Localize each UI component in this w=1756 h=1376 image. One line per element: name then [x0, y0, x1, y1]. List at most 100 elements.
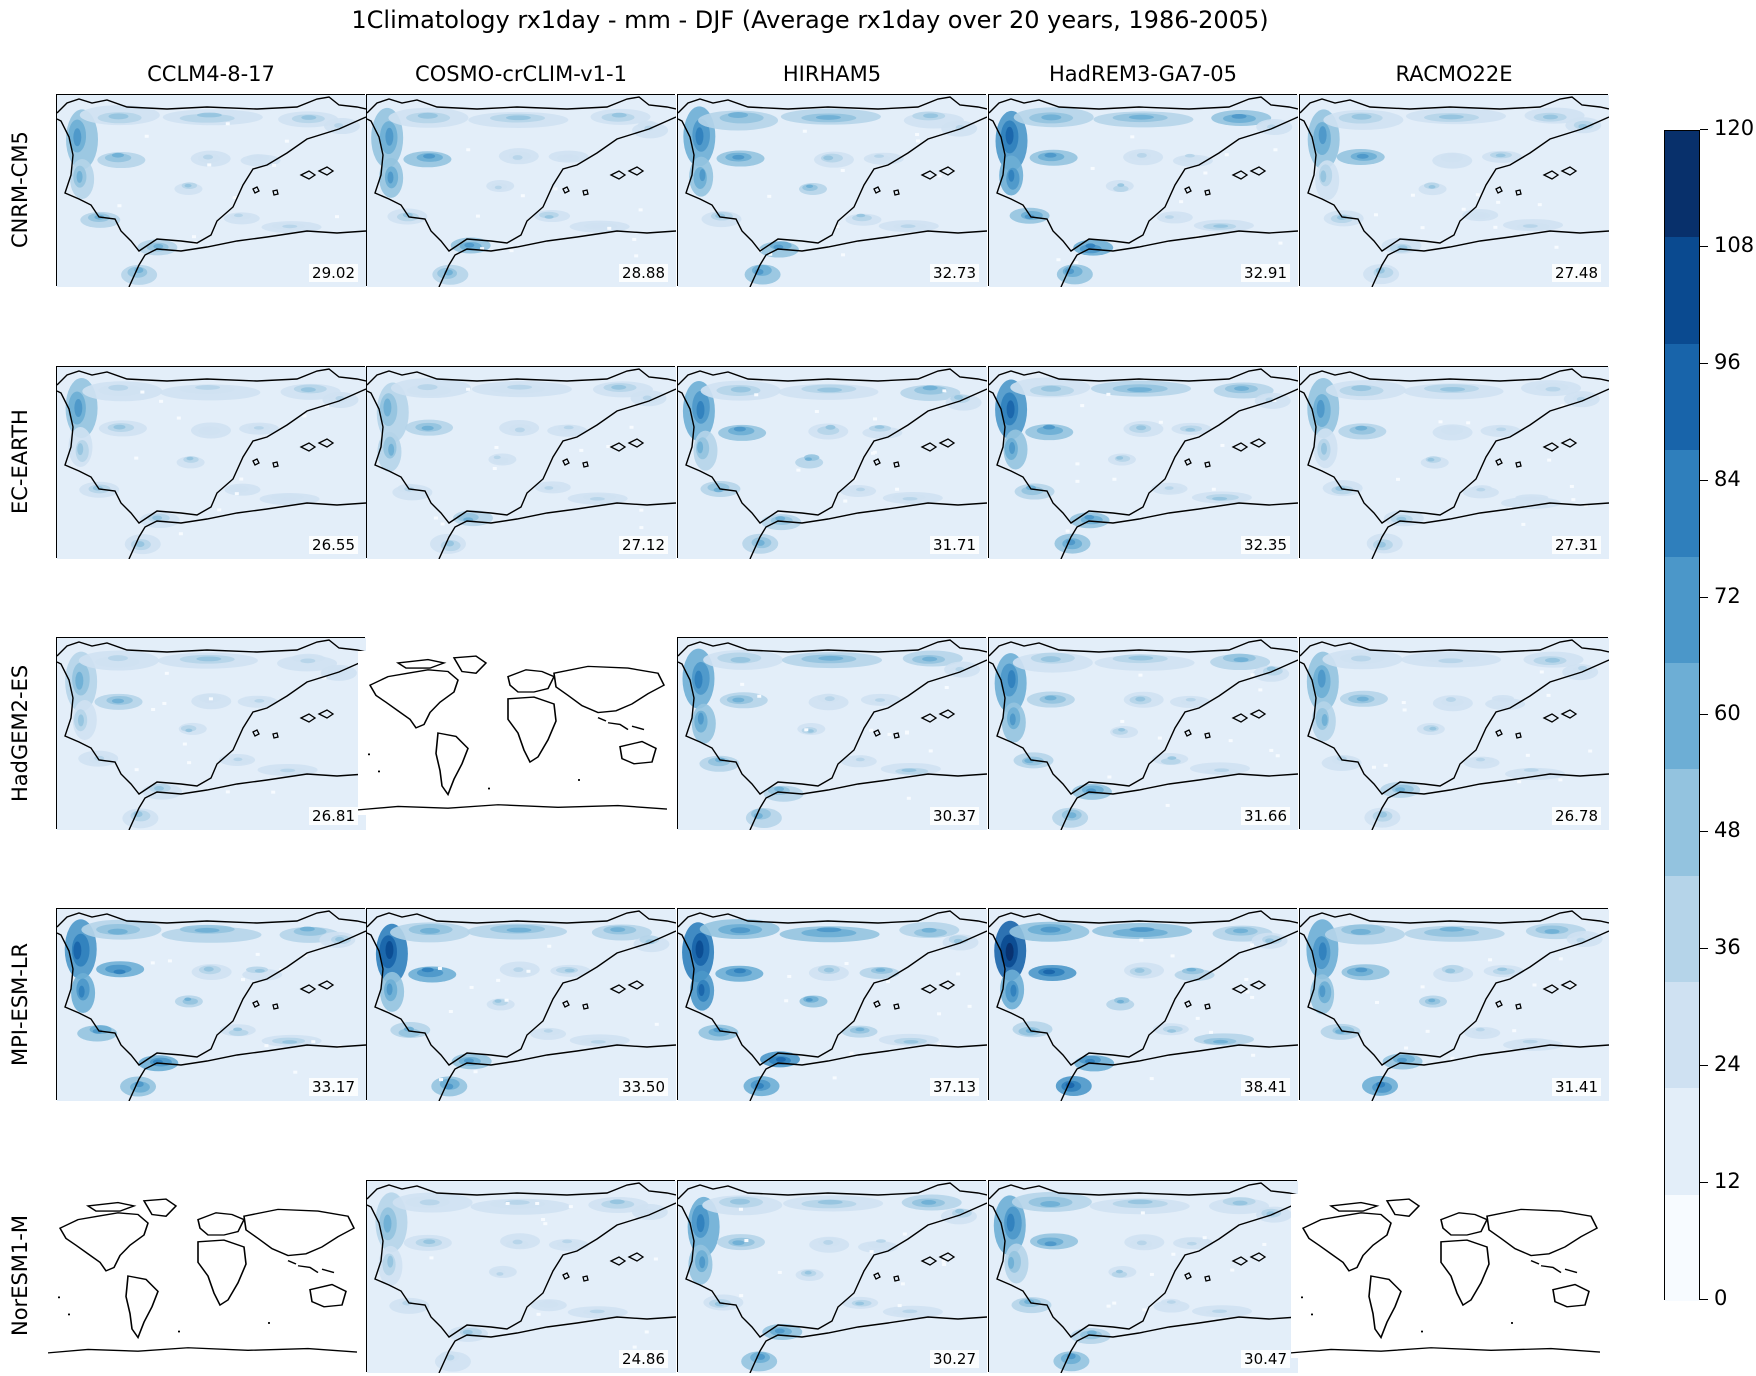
colorbar-tick-label: 108	[1714, 233, 1755, 257]
precipitation-map	[989, 95, 1298, 287]
panel-mean-value: 33.17	[309, 1078, 358, 1096]
colorbar-tick-label: 0	[1714, 1286, 1728, 1310]
regional-map-panel: 26.55	[56, 366, 366, 559]
regional-map-panel: 27.31	[1299, 366, 1609, 559]
panel-mean-value: 24.86	[619, 1350, 668, 1368]
panel-mean-value: 30.47	[1241, 1350, 1290, 1368]
panel-mean-value: 28.88	[619, 264, 668, 282]
column-label: RACMO22E	[1395, 62, 1513, 86]
panel-mean-value: 26.81	[309, 807, 358, 825]
regional-map-panel: 32.91	[988, 94, 1298, 287]
column-label: CCLM4-8-17	[147, 62, 275, 86]
regional-map-panel: 30.37	[677, 637, 987, 830]
regional-map-panel: 33.17	[56, 908, 366, 1101]
panel-mean-value: 26.78	[1552, 807, 1601, 825]
precipitation-map	[1300, 909, 1609, 1101]
precipitation-map	[367, 367, 676, 559]
panel-mean-value: 31.71	[930, 536, 979, 554]
panel-mean-value: 27.31	[1552, 536, 1601, 554]
regional-map-panel: 38.41	[988, 908, 1298, 1101]
colorbar-segment	[1665, 237, 1699, 345]
row-label: MPI-ESM-LR	[8, 942, 32, 1066]
colorbar-tick-label: 96	[1714, 350, 1741, 374]
regional-map-panel: 26.81	[56, 637, 366, 830]
precipitation-map	[367, 1181, 676, 1373]
colorbar-tick-label: 72	[1714, 584, 1741, 608]
panel-mean-value: 31.66	[1241, 807, 1290, 825]
colorbar-tick-label: 48	[1714, 818, 1741, 842]
regional-map-panel: 31.41	[1299, 908, 1609, 1101]
regional-map-panel: 24.86	[366, 1180, 676, 1373]
regional-map-panel: 31.71	[677, 366, 987, 559]
precipitation-map	[1300, 95, 1609, 287]
figure-title: 1Climatology rx1day - mm - DJF (Average …	[351, 6, 1269, 34]
precipitation-map	[989, 909, 1298, 1101]
colorbar-segment	[1665, 556, 1699, 664]
world-map-panel	[48, 1194, 357, 1358]
panel-mean-value: 32.91	[1241, 264, 1290, 282]
precipitation-map	[989, 1181, 1298, 1373]
precipitation-map	[678, 367, 987, 559]
precipitation-map	[989, 638, 1298, 830]
precipitation-map	[57, 367, 366, 559]
precipitation-map	[1300, 638, 1609, 830]
precipitation-map	[367, 909, 676, 1101]
row-label: EC-EARTH	[8, 409, 32, 515]
colorbar-tick-label: 60	[1714, 701, 1741, 725]
colorbar-segment	[1665, 343, 1699, 451]
regional-map-panel: 27.12	[366, 366, 676, 559]
column-label: HadREM3-GA7-05	[1049, 62, 1237, 86]
panel-mean-value: 33.50	[619, 1078, 668, 1096]
regional-map-panel: 32.35	[988, 366, 1298, 559]
colorbar-tick-label: 12	[1714, 1169, 1741, 1193]
colorbar-segment	[1665, 1194, 1699, 1302]
regional-map-panel: 27.48	[1299, 94, 1609, 287]
colorbar-segment	[1665, 1088, 1699, 1196]
colorbar-segment	[1665, 450, 1699, 557]
colorbar-tick-label: 24	[1714, 1052, 1741, 1076]
regional-map-panel: 28.88	[366, 94, 676, 287]
precipitation-map	[57, 638, 366, 830]
precipitation-map	[57, 95, 366, 287]
panel-mean-value: 30.27	[930, 1350, 979, 1368]
regional-map-panel: 32.73	[677, 94, 987, 287]
world-map-panel	[358, 651, 667, 815]
colorbar-segment	[1665, 875, 1699, 983]
panel-mean-value: 29.02	[309, 264, 358, 282]
colorbar	[1664, 130, 1700, 1302]
colorbar-segment	[1665, 981, 1699, 1089]
regional-map-panel: 31.66	[988, 637, 1298, 830]
column-label: HIRHAM5	[782, 62, 882, 86]
world-map-panel	[1291, 1194, 1600, 1358]
regional-map-panel: 37.13	[677, 908, 987, 1101]
regional-map-panel: 30.27	[677, 1180, 987, 1373]
precipitation-map	[367, 95, 676, 287]
row-label: HadGEM2-ES	[8, 664, 32, 802]
precipitation-map	[57, 909, 366, 1101]
colorbar-tick-label: 36	[1714, 935, 1741, 959]
precipitation-map	[678, 638, 987, 830]
regional-map-panel: 26.78	[1299, 637, 1609, 830]
colorbar-segment	[1665, 769, 1699, 877]
precipitation-map	[678, 95, 987, 287]
panel-mean-value: 32.73	[930, 264, 979, 282]
colorbar-segment	[1665, 662, 1699, 770]
world-coastline-map	[358, 655, 667, 811]
world-coastline-map	[1291, 1198, 1600, 1354]
panel-mean-value: 30.37	[930, 807, 979, 825]
regional-map-panel: 30.47	[988, 1180, 1298, 1373]
panel-mean-value: 26.55	[309, 536, 358, 554]
colorbar-segment	[1665, 131, 1699, 238]
row-label: CNRM-CM5	[8, 131, 32, 249]
world-coastline-map	[48, 1198, 357, 1354]
colorbar-tick-label: 84	[1714, 467, 1741, 491]
panel-mean-value: 31.41	[1552, 1078, 1601, 1096]
panel-mean-value: 38.41	[1241, 1078, 1290, 1096]
precipitation-map	[1300, 367, 1609, 559]
precipitation-map	[678, 909, 987, 1101]
panel-mean-value: 27.48	[1552, 264, 1601, 282]
regional-map-panel: 29.02	[56, 94, 366, 287]
row-label: NorESM1-M	[8, 1215, 32, 1337]
panel-mean-value: 27.12	[619, 536, 668, 554]
panel-mean-value: 37.13	[930, 1078, 979, 1096]
